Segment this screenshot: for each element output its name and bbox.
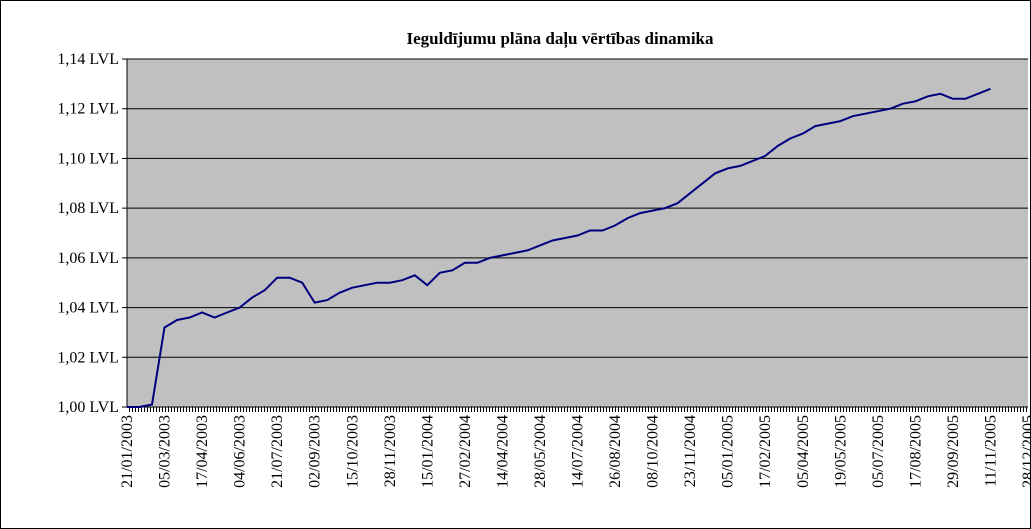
chart-title: Ieguldījumu plāna daļu vērtības dinamika <box>406 29 714 49</box>
x-tick-label: 15/10/2003 <box>344 415 361 488</box>
x-axis-ticks <box>127 407 1028 412</box>
y-tick-label: 1,06 LVL <box>57 250 119 267</box>
x-tick-label: 05/01/2005 <box>720 415 737 488</box>
x-tick-label: 04/06/2003 <box>232 415 249 488</box>
x-tick-label: 08/10/2004 <box>645 415 662 488</box>
x-tick-label: 02/09/2003 <box>307 415 324 488</box>
y-tick-label: 1,08 LVL <box>57 200 119 217</box>
x-tick-label: 27/02/2004 <box>457 415 474 488</box>
x-tick-label: 28/11/2003 <box>382 415 399 487</box>
x-tick-label: 26/08/2004 <box>607 415 624 488</box>
x-tick-label: 14/04/2004 <box>494 415 511 488</box>
line-series <box>127 87 991 408</box>
y-tick-label: 1,14 LVL <box>57 51 119 68</box>
x-tick-label: 05/07/2005 <box>870 415 887 488</box>
y-tick-label: 1,12 LVL <box>57 101 119 118</box>
x-tick-label: 15/01/2004 <box>419 415 436 488</box>
y-tick-label: 1,10 LVL <box>57 150 119 167</box>
x-tick-label: 28/05/2004 <box>532 415 549 488</box>
x-tick-label: 17/02/2005 <box>757 415 774 488</box>
x-tick-label: 21/01/2003 <box>119 415 136 488</box>
y-tick-label: 1,04 LVL <box>57 300 119 317</box>
plot-area <box>127 59 1028 407</box>
x-tick-label: 05/03/2003 <box>157 415 174 488</box>
x-tick-label: 19/05/2005 <box>832 415 849 488</box>
y-tick-label: 1,00 LVL <box>57 399 119 416</box>
x-tick-label: 28/12/2005 <box>1020 415 1031 488</box>
x-tick-label: 17/04/2003 <box>194 415 211 488</box>
x-tick-label: 14/07/2004 <box>570 415 587 488</box>
x-tick-label: 21/07/2003 <box>269 415 286 488</box>
x-tick-label: 23/11/2004 <box>682 415 699 487</box>
x-tick-label: 17/08/2005 <box>907 415 924 488</box>
y-tick-label: 1,02 LVL <box>57 349 119 366</box>
x-tick-label: 05/04/2005 <box>795 415 812 488</box>
x-tick-label: 29/09/2005 <box>945 415 962 488</box>
x-tick-label: 11/11/2005 <box>982 415 999 487</box>
